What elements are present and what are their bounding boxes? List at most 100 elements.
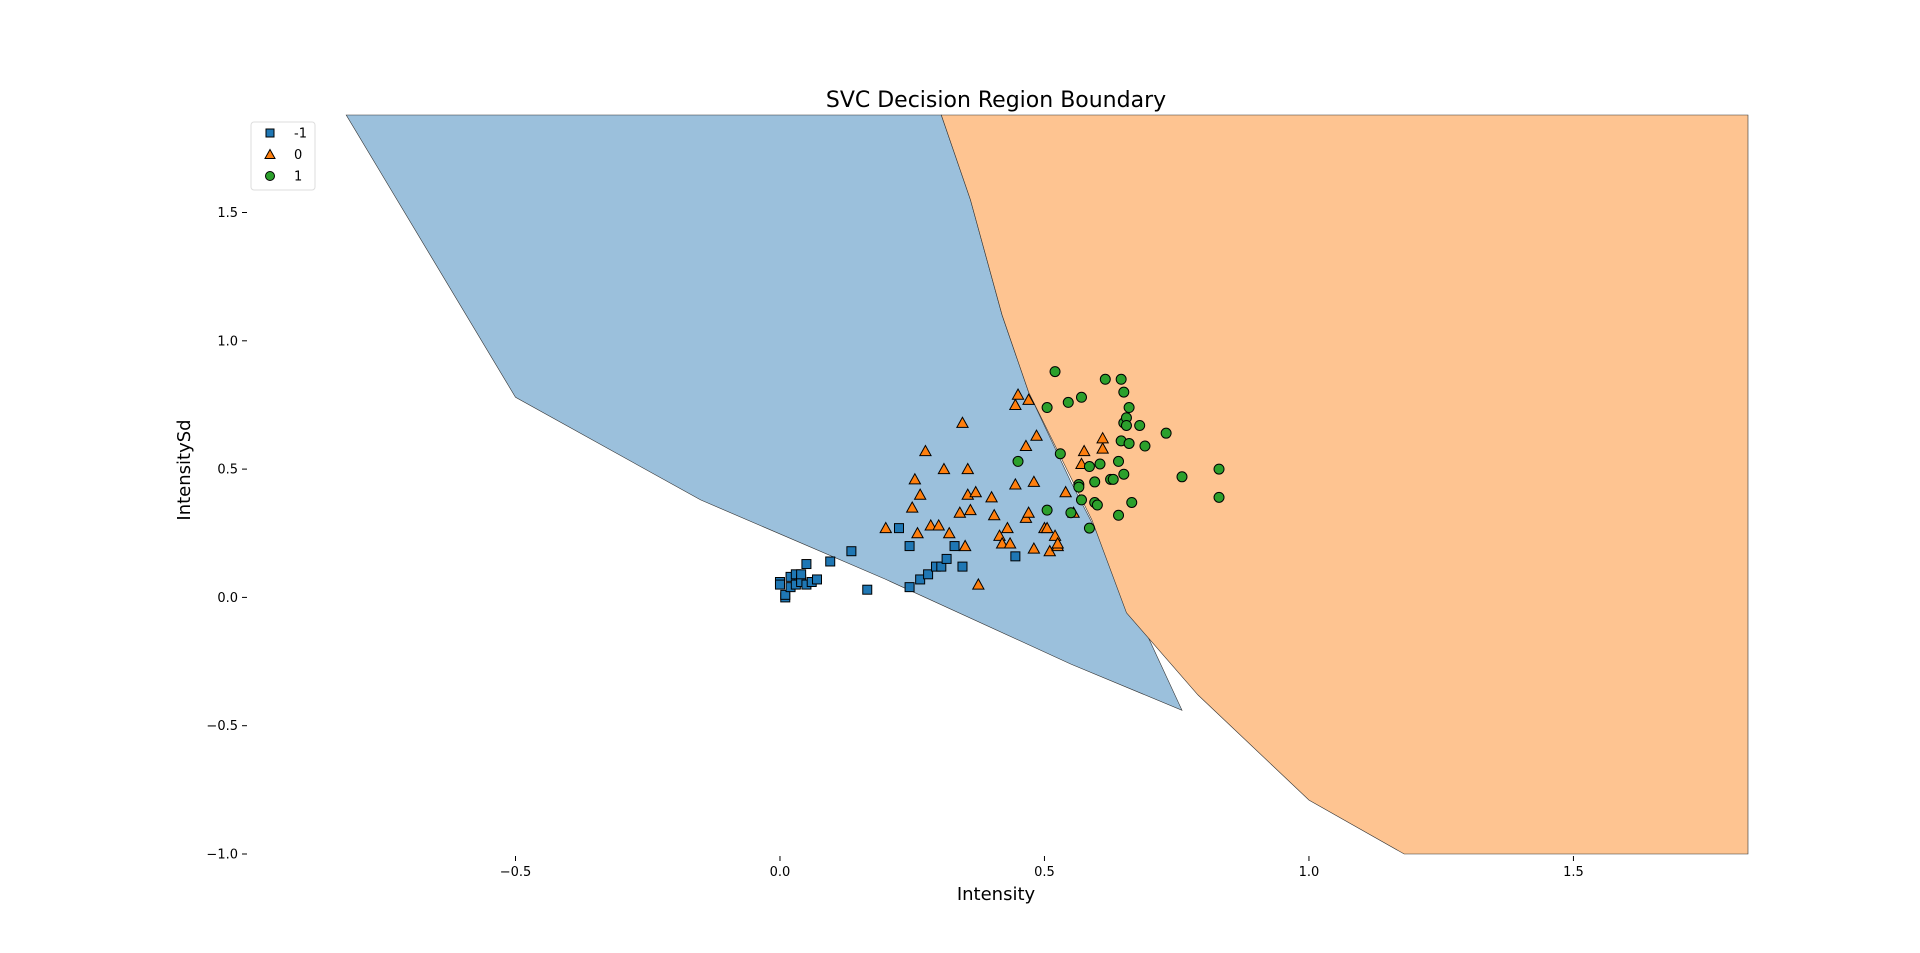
x-axis-label: Intensity — [957, 884, 1036, 905]
data-point-class-1 — [1062, 396, 1074, 408]
data-point-class-1 — [1123, 402, 1135, 414]
data-point-class-1 — [1134, 419, 1146, 431]
data-point-class-1 — [1091, 499, 1103, 511]
y-tick-label: 1.5 — [217, 206, 238, 221]
data-point-class-1 — [1083, 461, 1095, 473]
data-point-class-1 — [1073, 481, 1085, 493]
data-point-class-1 — [1213, 463, 1225, 475]
data-point-class-1 — [1107, 473, 1119, 485]
data-point-class-0 — [1000, 521, 1014, 534]
data-point-class-0 — [955, 416, 969, 428]
legend-label-0: 0 — [294, 148, 302, 163]
data-point-class-0 — [1008, 477, 1022, 490]
data-point-class-0 — [1008, 398, 1022, 410]
data-point-class-1 — [1123, 437, 1135, 449]
legend-marker--1 — [265, 128, 275, 138]
data-point-class--1 — [893, 523, 904, 534]
data-point-class--1 — [774, 579, 785, 590]
x-axis: −0.5 0.0 0.5 1.0 1.5 — [500, 856, 1584, 880]
data-point-class-0 — [911, 526, 924, 539]
data-point-class-1 — [1075, 494, 1087, 506]
data-point-class--1 — [915, 574, 926, 585]
legend-label-1: 1 — [294, 170, 302, 185]
decision-region-0 — [940, 114, 1749, 855]
data-point-class-1 — [1118, 386, 1130, 398]
data-point-class-1 — [1113, 455, 1125, 467]
data-point-class-1 — [1041, 504, 1053, 516]
data-point-class-0 — [1030, 429, 1044, 441]
data-point-class--1 — [825, 556, 836, 567]
data-point-class-0 — [1051, 536, 1065, 549]
x-tick-label: 0.0 — [770, 865, 791, 880]
data-points — [774, 366, 1225, 603]
data-point-class-1 — [1041, 402, 1053, 414]
data-point-class-1 — [1075, 391, 1087, 403]
data-point-class-0 — [969, 485, 983, 498]
data-point-class--1 — [941, 553, 952, 564]
data-point-class-0 — [1077, 444, 1091, 457]
data-point-class-0 — [1011, 388, 1025, 400]
data-point-class--1 — [862, 584, 873, 595]
data-point-class-1 — [1012, 455, 1024, 467]
data-point-class-0 — [913, 488, 927, 500]
data-point-class-1 — [1160, 427, 1172, 439]
data-point-class-0 — [1096, 431, 1110, 444]
data-point-class--1 — [801, 559, 812, 570]
y-tick-label: 1.0 — [217, 334, 238, 349]
data-point-class--1 — [812, 574, 823, 585]
data-point-class--1 — [957, 561, 968, 572]
data-point-class--1 — [923, 569, 934, 580]
data-point-class-0 — [985, 490, 999, 503]
legend-marker-1 — [265, 171, 275, 181]
data-point-class-1 — [1115, 373, 1127, 385]
legend: -1 0 1 — [250, 121, 316, 191]
data-point-class-0 — [953, 506, 967, 518]
data-point-class-1 — [1089, 476, 1101, 488]
data-point-class-1 — [1065, 507, 1077, 519]
data-point-class-1 — [1049, 366, 1061, 378]
data-point-class-0 — [961, 462, 975, 475]
data-point-class-1 — [1083, 522, 1095, 534]
data-point-class--1 — [796, 569, 807, 580]
data-point-class-0 — [905, 500, 919, 513]
x-tick-label: 1.0 — [1299, 865, 1320, 880]
data-point-class-0 — [924, 518, 938, 531]
data-point-class-1 — [1126, 496, 1138, 508]
data-point-class--1 — [936, 561, 947, 572]
data-point-class-1 — [1054, 448, 1066, 460]
data-point-class--1 — [904, 582, 915, 593]
data-point-class-0 — [937, 462, 951, 475]
data-point-class-0 — [932, 518, 946, 531]
data-point-class--1 — [780, 589, 791, 600]
data-point-class-0 — [1022, 506, 1036, 518]
chart-title: SVC Decision Region Boundary — [826, 88, 1166, 113]
y-tick-label: 0.0 — [217, 591, 238, 606]
x-tick-label: 1.5 — [1563, 865, 1584, 880]
data-point-class-0 — [1059, 485, 1073, 498]
y-tick-label: 0.5 — [217, 463, 238, 478]
data-point-class-0 — [1022, 393, 1036, 405]
y-tick-label: −1.0 — [206, 848, 238, 863]
data-point-class-1 — [1099, 373, 1111, 385]
data-point-class--1 — [904, 541, 915, 552]
x-tick-label: 0.5 — [1034, 865, 1055, 880]
data-point-class-0 — [1096, 441, 1110, 454]
data-point-class-0 — [1019, 439, 1033, 452]
data-point-class--1 — [949, 541, 960, 552]
data-point-class-0 — [1003, 536, 1017, 549]
legend-label--1: -1 — [294, 127, 307, 142]
data-point-class-1 — [1113, 509, 1125, 521]
x-tick-label: −0.5 — [500, 865, 532, 880]
data-point-class-0 — [908, 472, 922, 485]
data-point-class-0 — [879, 521, 893, 534]
data-point-class-0 — [1040, 521, 1054, 534]
y-axis-label: IntensitySd — [174, 419, 195, 520]
data-point-class-1 — [1139, 440, 1151, 452]
data-point-class-0 — [987, 508, 1001, 521]
y-axis: −1.0 −0.5 0.0 0.5 1.0 1.5 — [206, 206, 247, 863]
data-point-class-1 — [1094, 458, 1106, 470]
data-point-class-0 — [1027, 541, 1041, 554]
data-point-class-0 — [995, 536, 1009, 549]
